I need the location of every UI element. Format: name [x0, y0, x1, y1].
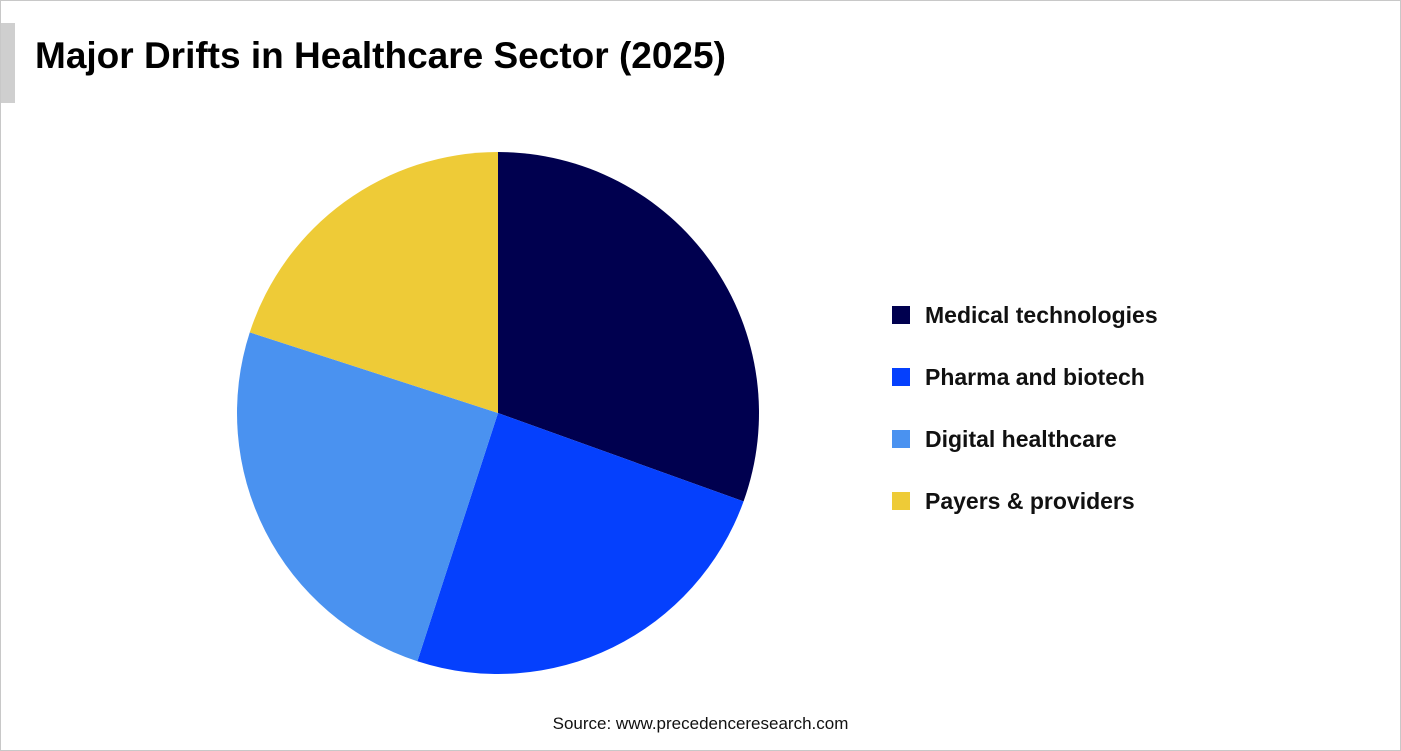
- legend-label: Medical technologies: [925, 301, 1158, 328]
- pie-slice-pharma-and-biotech: [417, 413, 744, 674]
- source-note: Source: www.precedenceresearch.com: [552, 714, 849, 733]
- legend-item-digital-healthcare: Digital healthcare: [892, 426, 1158, 452]
- legend-swatch: [892, 492, 910, 510]
- legend-label: Payers & providers: [925, 487, 1135, 514]
- legend: Medical technologies Pharma and biotech …: [892, 302, 1158, 514]
- legend-label: Pharma and biotech: [925, 363, 1145, 390]
- legend-swatch: [892, 306, 910, 324]
- pie-slice-digital-healthcare: [236, 332, 498, 662]
- chart-title: Major Drifts in Healthcare Sector (2025): [35, 35, 726, 76]
- title-accent-bar: [1, 23, 15, 103]
- legend-item-medical-technologies: Medical technologies: [892, 302, 1158, 328]
- legend-item-payers-and-providers: Payers & providers: [892, 488, 1158, 514]
- legend-swatch: [892, 430, 910, 448]
- pie-slice-payers-providers: [249, 152, 498, 413]
- legend-item-pharma-and-biotech: Pharma and biotech: [892, 364, 1158, 390]
- legend-swatch: [892, 368, 910, 386]
- legend-label: Digital healthcare: [925, 425, 1117, 452]
- pie-slice-medical-technologies: [498, 152, 759, 502]
